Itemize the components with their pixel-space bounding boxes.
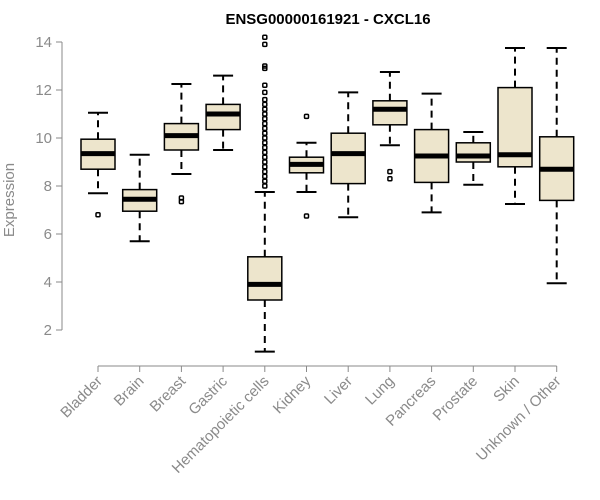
outlier-point [262, 159, 268, 165]
outlier-point [262, 135, 268, 141]
chart-title: ENSG00000161921 - CXCL16 [225, 11, 430, 28]
outlier-point [262, 101, 268, 108]
x-tick-label: Brain [111, 373, 148, 410]
outlier-point [262, 111, 268, 117]
x-tick-label: Kidney [270, 372, 315, 417]
iqr-box [330, 132, 366, 185]
outlier-point [262, 130, 268, 136]
outlier-point [303, 213, 310, 219]
box-kidney [288, 113, 325, 219]
y-tick-label: 4 [44, 274, 52, 291]
outlier-point [262, 178, 268, 184]
outlier-point [262, 140, 268, 146]
x-tick-label: Liver [321, 373, 356, 408]
outlier-point [262, 125, 268, 132]
outlier-point [262, 149, 268, 156]
y-tick-label: 14 [35, 34, 52, 51]
y-tick-label: 8 [44, 178, 52, 195]
outlier-point [262, 34, 268, 40]
outlier-point [387, 168, 393, 175]
outlier-point [178, 198, 185, 205]
outlier-point [262, 120, 268, 127]
box-lung [372, 71, 408, 182]
x-tick-label: Bladder [57, 373, 106, 422]
outlier-point [303, 113, 310, 120]
box-unknown-other [538, 47, 575, 285]
y-axis: 2 4 6 8 10 12 14 [35, 34, 63, 339]
iqr-box [205, 103, 241, 131]
box-liver [330, 91, 366, 219]
outlier-point [262, 173, 268, 180]
outlier-point [262, 63, 268, 69]
iqr-box [455, 142, 492, 163]
x-tick-label: Prostate [430, 373, 482, 425]
outlier-point [262, 183, 268, 189]
outlier-point [262, 41, 268, 48]
outlier-point [262, 144, 268, 151]
outlier-point [262, 154, 268, 160]
x-tick-label: Lung [362, 373, 398, 409]
box-breast [163, 83, 200, 205]
box-hematopoietic-cells [247, 34, 283, 353]
plot-area [80, 34, 575, 353]
box-skin [497, 47, 533, 205]
outlier-point [262, 116, 268, 122]
outlier-point [262, 82, 268, 88]
y-tick-label: 12 [35, 82, 52, 99]
iqr-box [372, 100, 408, 126]
y-axis-label: Expression [1, 163, 18, 237]
outlier-point [95, 212, 101, 218]
box-bladder [80, 111, 116, 218]
box-pancreas [413, 92, 450, 214]
y-tick-label: 6 [44, 226, 52, 243]
box-brain [121, 153, 158, 243]
outlier-point [262, 89, 268, 96]
box-gastric [205, 74, 241, 151]
x-tick-label: Skin [490, 373, 523, 406]
outlier-point [262, 164, 268, 170]
outlier-point [262, 96, 268, 103]
outlier-point [262, 168, 268, 175]
iqr-box [247, 256, 283, 301]
y-tick-label: 10 [35, 130, 52, 147]
outlier-point [387, 176, 393, 182]
box-prostate [455, 131, 492, 186]
y-tick-label: 2 [44, 322, 52, 339]
x-tick-label: Breast [147, 372, 190, 415]
outlier-point [262, 106, 268, 112]
